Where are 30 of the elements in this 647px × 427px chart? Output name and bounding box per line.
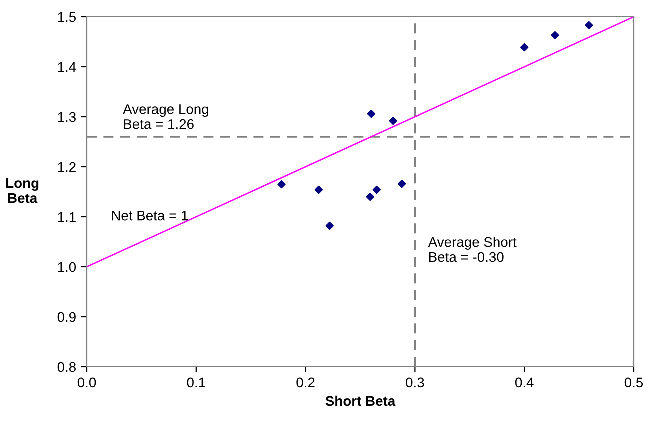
- annotation: Average Short Beta = -0.30: [428, 237, 517, 262]
- x-tick-label: 0.5: [624, 378, 644, 388]
- y-tick-label: 1.5: [58, 12, 76, 22]
- x-axis-title: Short Beta: [326, 396, 396, 406]
- point: [366, 192, 374, 202]
- point: [314, 186, 324, 194]
- point: [520, 43, 529, 52]
- annotation: Net Beta = 1: [112, 211, 188, 221]
- y-axis-title: Long Beta: [6, 178, 39, 204]
- y-tick-label: 0.8: [58, 362, 76, 372]
- point: [372, 186, 382, 194]
- y-tick-label: 1.3: [58, 112, 76, 122]
- point: [585, 21, 594, 30]
- point: [398, 180, 406, 188]
- annotation: Average Long Beta = 1.26: [123, 104, 208, 130]
- point: [278, 180, 286, 189]
- x-tick-label: 0.4: [515, 378, 534, 388]
- point: [326, 222, 334, 230]
- y-tick-label: 1.4: [58, 62, 76, 72]
- y-tick-label: 1.1: [58, 212, 76, 222]
- x-tick-label: 0.3: [406, 378, 424, 388]
- y-tick-label: 0.9: [58, 312, 76, 322]
- y-tick-label: 1.2: [58, 162, 76, 172]
- x-tick-label: 0.1: [187, 378, 206, 388]
- point: [367, 110, 376, 118]
- point: [389, 116, 398, 126]
- point: [551, 31, 560, 40]
- x-tick-label: 0.2: [296, 378, 315, 388]
- y-tick-label: 1.0: [58, 262, 76, 272]
- x-tick-label: 0.0: [78, 378, 96, 388]
